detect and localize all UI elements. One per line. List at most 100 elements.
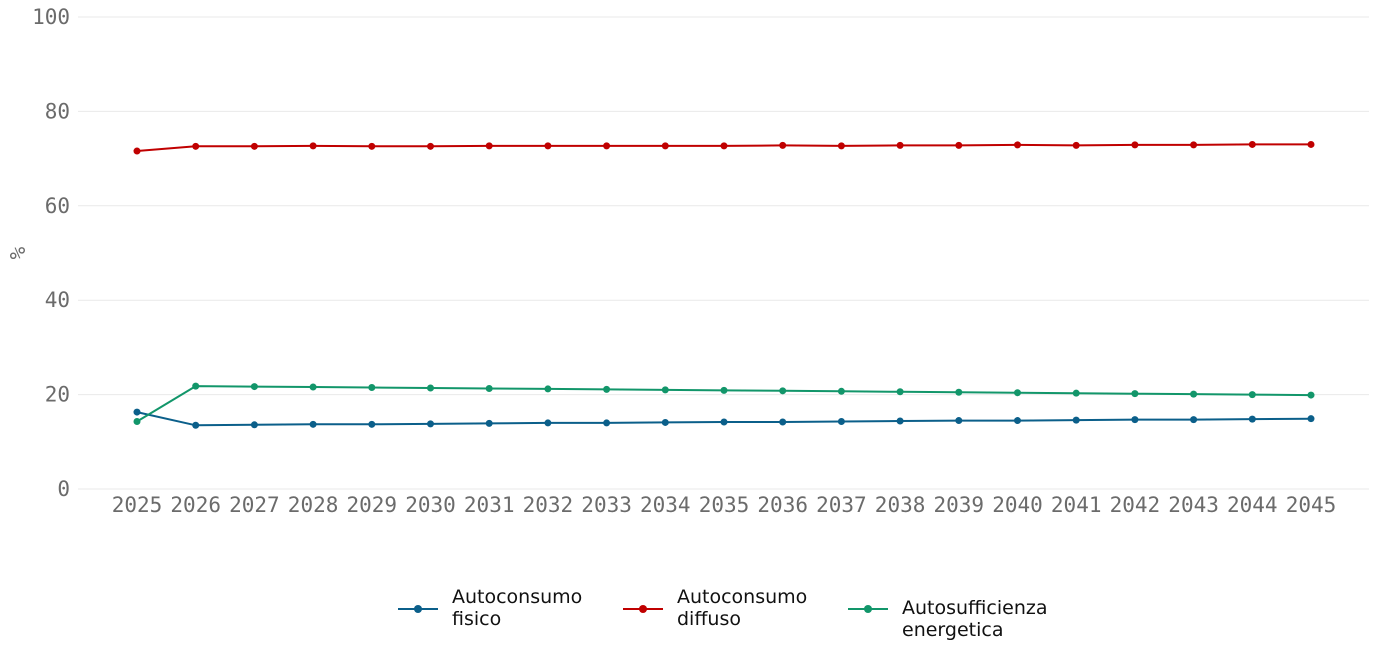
y-tick-label: 0 — [57, 477, 70, 501]
data-point — [485, 384, 493, 392]
data-point — [955, 388, 963, 396]
data-point — [250, 421, 258, 429]
x-tick-label: 2036 — [757, 493, 808, 517]
x-tick-label: 2045 — [1286, 493, 1337, 517]
data-point — [603, 142, 611, 150]
data-point — [250, 142, 258, 150]
legend-label-line-2: diffuso — [677, 608, 741, 630]
data-point — [661, 142, 669, 150]
data-point — [192, 382, 200, 390]
x-tick-label: 2038 — [875, 493, 926, 517]
x-tick-label: 2039 — [934, 493, 985, 517]
legend-dot — [414, 605, 422, 613]
data-point — [837, 418, 845, 426]
x-tick-label: 2037 — [816, 493, 867, 517]
data-point — [133, 418, 141, 426]
y-tick-label: 60 — [45, 194, 70, 218]
x-tick-label: 2028 — [288, 493, 339, 517]
data-point — [779, 387, 787, 395]
data-point — [779, 418, 787, 426]
x-tick-label: 2034 — [640, 493, 691, 517]
data-point — [1131, 390, 1139, 398]
x-axis-ticks: 2025 2026 2027 2028 2029 2030 2031 2032 2033 2034… — [112, 493, 1337, 517]
legend-dot — [639, 605, 647, 613]
data-point — [1072, 389, 1080, 397]
data-point — [192, 421, 200, 429]
data-point — [1014, 389, 1021, 397]
x-tick-label: 2031 — [464, 493, 515, 517]
y-tick-label: 80 — [45, 99, 70, 123]
y-tick-label: 100 — [32, 5, 70, 29]
data-point — [1131, 141, 1139, 149]
data-point — [661, 386, 669, 394]
data-point — [1014, 141, 1021, 149]
data-point — [544, 419, 552, 427]
data-point — [427, 420, 434, 428]
data-point — [1131, 416, 1139, 424]
x-tick-label: 2030 — [405, 493, 456, 517]
x-tick-label: 2035 — [699, 493, 750, 517]
x-tick-label: 2025 — [112, 493, 163, 517]
data-point — [1248, 415, 1256, 423]
series-autoconsumo-fisico — [133, 408, 1315, 429]
legend-key-autoconsumo-fisico — [398, 586, 438, 630]
data-point — [837, 142, 845, 150]
data-point — [485, 419, 493, 427]
data-point — [368, 384, 376, 392]
data-point — [1190, 390, 1198, 398]
data-point — [720, 142, 728, 150]
legend-label-line-2: energetica — [902, 619, 1004, 641]
data-point — [955, 417, 963, 425]
data-point — [837, 387, 845, 395]
legend-item-autoconsumo-fisico: Autoconsumo fisico — [398, 586, 622, 630]
data-point — [309, 420, 317, 428]
data-point — [133, 408, 141, 416]
x-tick-label: 2042 — [1110, 493, 1161, 517]
legend-label-line-1: Autoconsumo — [677, 586, 808, 608]
x-tick-label: 2040 — [992, 493, 1043, 517]
x-tick-label: 2033 — [581, 493, 632, 517]
legend-key-autoconsumo-diffuso — [623, 586, 663, 630]
legend-label: Autoconsumo diffuso — [677, 586, 847, 630]
data-point — [368, 142, 376, 150]
legend: Autoconsumo fisico Autoconsumo diffuso A… — [0, 586, 1379, 646]
gridlines — [78, 16, 1369, 490]
y-tick-label: 20 — [45, 383, 70, 407]
x-tick-label: 2026 — [170, 493, 221, 517]
data-point — [720, 418, 728, 426]
data-point — [896, 417, 904, 425]
x-tick-label: 2041 — [1051, 493, 1102, 517]
data-point — [896, 388, 904, 396]
data-point — [427, 384, 434, 392]
data-point — [309, 142, 317, 150]
legend-label-line-2: fisico — [452, 608, 502, 630]
data-point — [1307, 391, 1315, 399]
data-point — [1248, 140, 1256, 148]
legend-dot — [864, 605, 872, 613]
data-point — [661, 418, 669, 426]
x-tick-label: 2043 — [1168, 493, 1219, 517]
data-point — [368, 420, 376, 428]
data-point — [1072, 416, 1080, 424]
data-point — [427, 142, 434, 150]
y-tick-label: 40 — [45, 288, 70, 312]
legend-key-autosufficienza-energetica — [848, 586, 888, 630]
data-point — [250, 383, 258, 391]
series-autosufficienza-energetica — [133, 382, 1315, 426]
data-point — [485, 142, 493, 150]
x-tick-label: 2044 — [1227, 493, 1278, 517]
data-point — [896, 141, 904, 149]
data-point — [1190, 416, 1198, 424]
data-point — [1307, 140, 1315, 148]
legend-item-autoconsumo-diffuso: Autoconsumo diffuso — [623, 586, 847, 630]
data-point — [955, 141, 963, 149]
data-point — [309, 383, 317, 391]
legend-label-line-1: Autosufficienza — [902, 597, 1048, 619]
data-point — [1072, 141, 1080, 149]
legend-item-autosufficienza-energetica: Autosufficienza energetica — [848, 597, 1072, 641]
x-tick-label: 2029 — [347, 493, 398, 517]
data-point — [1014, 417, 1021, 425]
x-tick-label: 2032 — [523, 493, 574, 517]
legend-label: Autoconsumo fisico — [452, 586, 622, 630]
